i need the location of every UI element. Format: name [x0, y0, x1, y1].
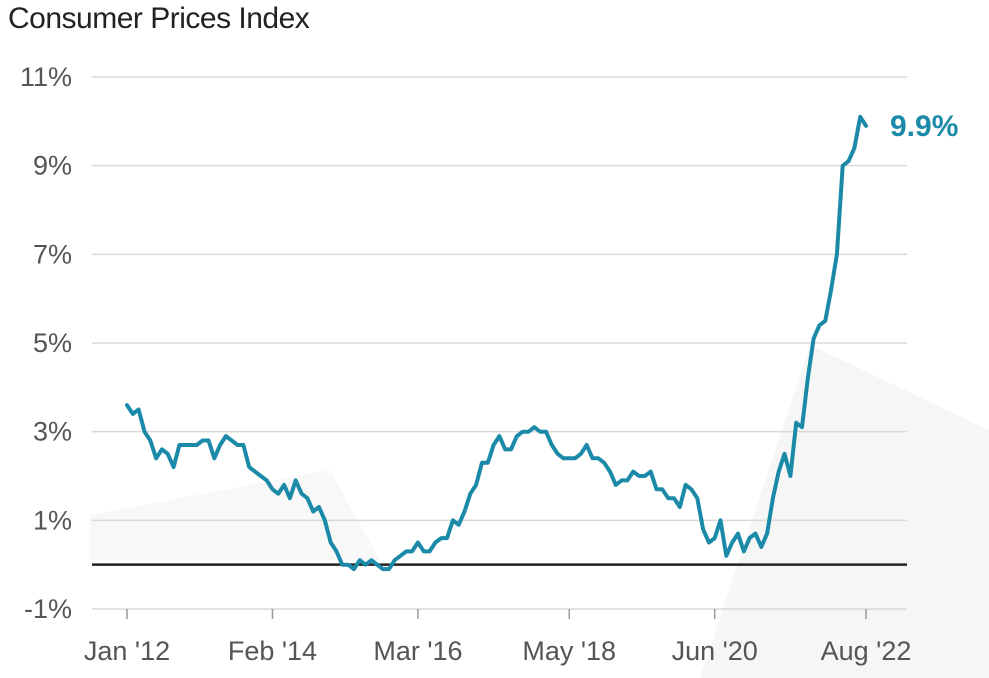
series-group — [125, 114, 868, 572]
x-tick-label: Mar '16 — [373, 636, 462, 666]
x-tick-label: Jan '12 — [84, 636, 170, 666]
y-tick-label: 3% — [33, 417, 72, 447]
gridlines — [92, 76, 907, 610]
watermark-shape — [90, 345, 989, 678]
y-tick-label: 1% — [33, 505, 72, 535]
end-value-label: 9.9% — [890, 110, 958, 143]
x-tick-label: Feb '14 — [228, 636, 317, 666]
y-tick-label: 5% — [33, 328, 72, 358]
chart-title: Consumer Prices Index — [8, 2, 310, 35]
x-tick-label: May '18 — [522, 636, 616, 666]
x-axis: Jan '12 Feb '14 Mar '16 May '18 Jun '20 Aug '… — [84, 609, 911, 666]
series-line — [125, 114, 868, 572]
x-tick-label: Jun '20 — [672, 636, 758, 666]
x-tick-label: Aug '22 — [821, 636, 912, 666]
y-tick-label: 9% — [33, 151, 72, 181]
y-tick-label: 7% — [33, 239, 72, 269]
y-axis-labels: -1% 1% 3% 5% 7% 9% 11% — [20, 62, 72, 624]
y-tick-label: -1% — [24, 594, 72, 624]
y-tick-label: 11% — [20, 62, 72, 92]
